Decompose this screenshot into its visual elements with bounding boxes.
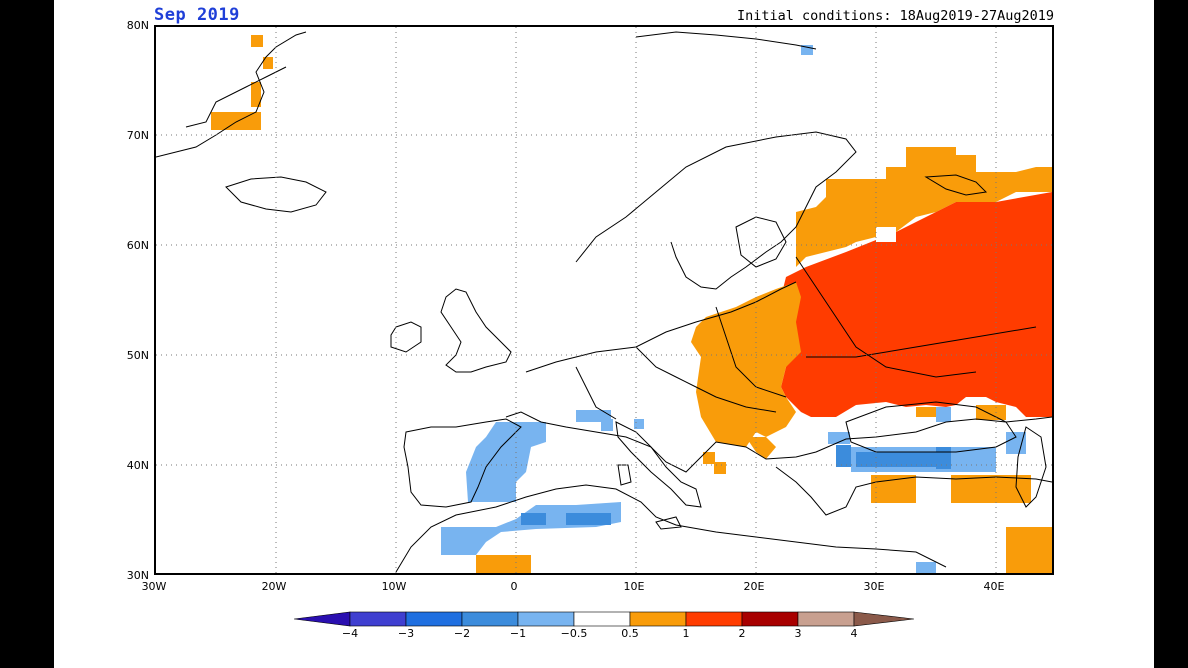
month-title: Sep 2019	[154, 5, 240, 25]
map-canvas	[156, 27, 1052, 573]
anomaly-map	[154, 25, 1054, 575]
coastlines	[156, 31, 1052, 573]
lon-label-30w: 30W	[141, 580, 167, 593]
lat-label-80n: 80N	[126, 19, 149, 32]
graticule	[156, 27, 1052, 573]
lon-label-10e: 10E	[623, 580, 645, 593]
legend-tick-0-5: 0.5	[621, 627, 639, 640]
legend-tick-neg2: −2	[453, 627, 471, 640]
lat-label-30n: 30N	[126, 569, 149, 582]
lon-label-40e: 40E	[983, 580, 1005, 593]
plot-sheet: Sep 2019 Initial conditions: 18Aug2019-2…	[54, 0, 1154, 668]
lon-label-20e: 20E	[743, 580, 765, 593]
initial-conditions-label: Initial conditions: 18Aug2019-27Aug2019	[737, 8, 1054, 24]
lon-label-20w: 20W	[261, 580, 287, 593]
lon-label-10w: 10W	[381, 580, 407, 593]
legend-tick-4: 4	[850, 627, 858, 640]
legend-tick-neg1: −1	[509, 627, 527, 640]
lat-label-70n: 70N	[126, 129, 149, 142]
lat-label-50n: 50N	[126, 349, 149, 362]
legend-tick-1: 1	[682, 627, 690, 640]
legend-tick-2: 2	[738, 627, 746, 640]
anomaly-shading	[211, 35, 1052, 573]
legend-tick-neg0-5: −0.5	[560, 627, 588, 640]
legend-tick-3: 3	[794, 627, 802, 640]
colorbar-legend: −4 −3 −2 −1 −0.5 0.5 1 2 3 4	[294, 610, 914, 650]
legend-tick-neg3: −3	[397, 627, 415, 640]
lat-label-40n: 40N	[126, 459, 149, 472]
lon-label-30e: 30E	[863, 580, 885, 593]
legend-tick-neg4: −4	[341, 627, 359, 640]
colorbar	[294, 611, 914, 627]
lon-label-0: 0	[510, 580, 518, 593]
lat-label-60n: 60N	[126, 239, 149, 252]
